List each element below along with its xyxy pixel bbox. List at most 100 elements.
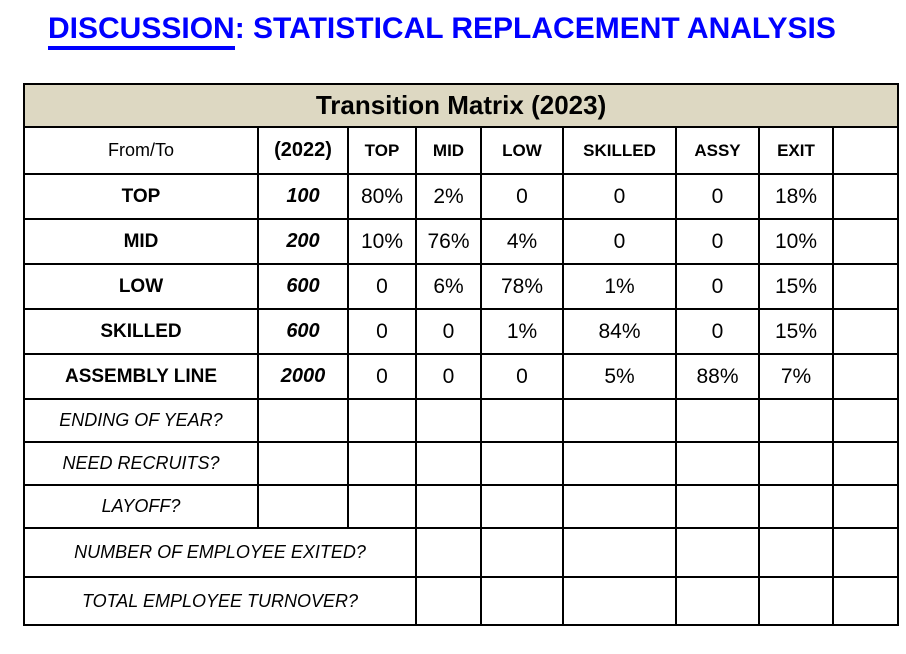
empty-cell bbox=[415, 484, 482, 529]
row-count-2022: 100 bbox=[257, 173, 349, 220]
empty-cell bbox=[831, 218, 900, 265]
question-row-need-recruits: NEED RECRUITS? bbox=[23, 441, 900, 486]
question-row-employees-exited: NUMBER OF EMPLOYEE EXITED? bbox=[23, 527, 900, 578]
empty-cell bbox=[347, 484, 417, 529]
matrix-cell: 1% bbox=[480, 308, 564, 355]
row-count-2022: 200 bbox=[257, 218, 349, 265]
matrix-cell: 84% bbox=[562, 308, 677, 355]
matrix-cell: 0 bbox=[675, 263, 760, 310]
matrix-cell: 0 bbox=[675, 173, 760, 220]
row-count-2022: 2000 bbox=[257, 353, 349, 400]
header-from-to: From/To bbox=[23, 126, 259, 175]
table-row-skilled: SKILLED 600 0 0 1% 84% 0 15% bbox=[23, 308, 900, 355]
table-title: Transition Matrix (2023) bbox=[22, 83, 900, 128]
column-header-row: From/To (2022) TOP MID LOW SKILLED ASSY … bbox=[23, 126, 900, 175]
header-col-low: LOW bbox=[480, 126, 564, 175]
matrix-cell: 1% bbox=[562, 263, 677, 310]
table-row-mid: MID 200 10% 76% 4% 0 0 10% bbox=[23, 218, 900, 265]
row-label: SKILLED bbox=[23, 308, 259, 355]
question-label: NEED RECRUITS? bbox=[23, 441, 259, 486]
matrix-cell: 2% bbox=[415, 173, 482, 220]
row-label: MID bbox=[23, 218, 259, 265]
empty-cell bbox=[758, 527, 834, 578]
header-empty-cell bbox=[831, 126, 900, 175]
empty-cell bbox=[480, 441, 564, 486]
empty-cell bbox=[562, 484, 677, 529]
matrix-cell: 4% bbox=[480, 218, 564, 265]
empty-cell bbox=[831, 484, 900, 529]
exit-cell: 18% bbox=[758, 173, 834, 220]
matrix-cell: 80% bbox=[347, 173, 417, 220]
question-row-total-turnover: TOTAL EMPLOYEE TURNOVER? bbox=[23, 576, 900, 626]
empty-cell bbox=[480, 484, 564, 529]
empty-cell bbox=[831, 527, 900, 578]
empty-cell bbox=[758, 484, 834, 529]
table-row-assembly-line: ASSEMBLY LINE 2000 0 0 0 5% 88% 7% bbox=[23, 353, 900, 400]
matrix-cell: 88% bbox=[675, 353, 760, 400]
exit-cell: 15% bbox=[758, 263, 834, 310]
empty-cell bbox=[831, 263, 900, 310]
row-label: TOP bbox=[23, 173, 259, 220]
matrix-cell: 0 bbox=[480, 353, 564, 400]
matrix-cell: 6% bbox=[415, 263, 482, 310]
question-row-layoff: LAYOFF? bbox=[23, 484, 900, 529]
matrix-cell: 0 bbox=[415, 308, 482, 355]
empty-cell bbox=[675, 484, 760, 529]
matrix-cell: 0 bbox=[675, 308, 760, 355]
matrix-cell: 0 bbox=[562, 218, 677, 265]
empty-cell bbox=[562, 527, 677, 578]
page-title-separator: : bbox=[234, 12, 254, 45]
row-label: ASSEMBLY LINE bbox=[23, 353, 259, 400]
empty-cell bbox=[347, 441, 417, 486]
empty-cell bbox=[562, 576, 677, 626]
empty-cell bbox=[257, 484, 349, 529]
empty-cell bbox=[831, 308, 900, 355]
exit-cell: 7% bbox=[758, 353, 834, 400]
matrix-cell: 0 bbox=[347, 308, 417, 355]
header-col-assy: ASSY bbox=[675, 126, 760, 175]
row-count-2022: 600 bbox=[257, 263, 349, 310]
exit-cell: 15% bbox=[758, 308, 834, 355]
empty-cell bbox=[675, 398, 760, 443]
matrix-cell: 78% bbox=[480, 263, 564, 310]
header-col-mid: MID bbox=[415, 126, 482, 175]
page-title-rest: STATISTICAL REPLACEMENT ANALYSIS bbox=[253, 12, 836, 45]
table-row-low: LOW 600 0 6% 78% 1% 0 15% bbox=[23, 263, 900, 310]
empty-cell bbox=[415, 398, 482, 443]
empty-cell bbox=[831, 173, 900, 220]
question-label-wide: TOTAL EMPLOYEE TURNOVER? bbox=[23, 576, 417, 626]
matrix-cell: 0 bbox=[480, 173, 564, 220]
empty-cell bbox=[831, 441, 900, 486]
transition-matrix-table: Transition Matrix (2023) From/To (2022) … bbox=[22, 83, 900, 626]
empty-cell bbox=[257, 398, 349, 443]
question-row-ending-of-year: ENDING OF YEAR? bbox=[23, 398, 900, 443]
matrix-cell: 0 bbox=[415, 353, 482, 400]
header-col-top: TOP bbox=[347, 126, 417, 175]
header-year-2022: (2022) bbox=[257, 126, 349, 175]
page-title-underlined-word: DISCUSSION bbox=[48, 12, 235, 50]
page-title: DISCUSSION: STATISTICAL REPLACEMENT ANAL… bbox=[48, 12, 836, 50]
question-label: LAYOFF? bbox=[23, 484, 259, 529]
empty-cell bbox=[415, 441, 482, 486]
empty-cell bbox=[347, 398, 417, 443]
table-row-top: TOP 100 80% 2% 0 0 0 18% bbox=[23, 173, 900, 220]
table-title-row: Transition Matrix (2023) bbox=[22, 83, 900, 128]
empty-cell bbox=[415, 576, 482, 626]
row-count-2022: 600 bbox=[257, 308, 349, 355]
exit-cell: 10% bbox=[758, 218, 834, 265]
question-label: ENDING OF YEAR? bbox=[23, 398, 259, 443]
question-label-wide: NUMBER OF EMPLOYEE EXITED? bbox=[23, 527, 417, 578]
empty-cell bbox=[758, 398, 834, 443]
matrix-cell: 0 bbox=[675, 218, 760, 265]
empty-cell bbox=[562, 398, 677, 443]
matrix-cell: 10% bbox=[347, 218, 417, 265]
empty-cell bbox=[831, 353, 900, 400]
empty-cell bbox=[480, 398, 564, 443]
empty-cell bbox=[480, 527, 564, 578]
empty-cell bbox=[415, 527, 482, 578]
empty-cell bbox=[758, 441, 834, 486]
header-col-skilled: SKILLED bbox=[562, 126, 677, 175]
empty-cell bbox=[831, 576, 900, 626]
matrix-cell: 0 bbox=[347, 353, 417, 400]
empty-cell bbox=[675, 576, 760, 626]
